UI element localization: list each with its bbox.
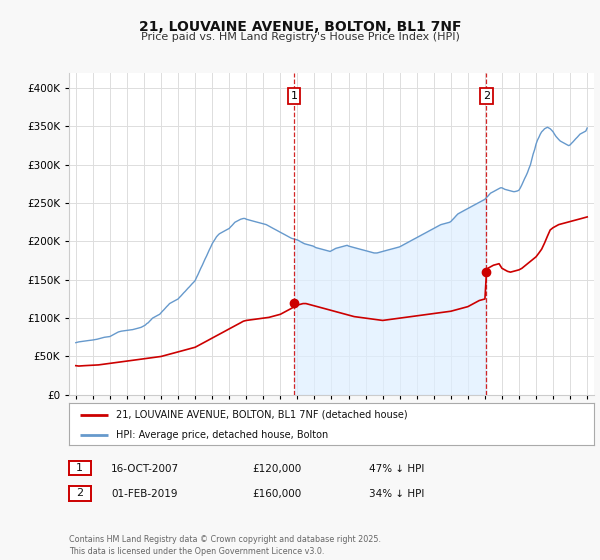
Text: £120,000: £120,000 <box>252 464 301 474</box>
Text: 1: 1 <box>76 463 83 473</box>
Text: 34% ↓ HPI: 34% ↓ HPI <box>369 489 424 499</box>
Text: Price paid vs. HM Land Registry's House Price Index (HPI): Price paid vs. HM Land Registry's House … <box>140 32 460 42</box>
Text: £160,000: £160,000 <box>252 489 301 499</box>
Text: 16-OCT-2007: 16-OCT-2007 <box>111 464 179 474</box>
Text: 1: 1 <box>290 91 298 101</box>
Text: Contains HM Land Registry data © Crown copyright and database right 2025.
This d: Contains HM Land Registry data © Crown c… <box>69 535 381 556</box>
Text: HPI: Average price, detached house, Bolton: HPI: Average price, detached house, Bolt… <box>116 430 329 440</box>
Text: 21, LOUVAINE AVENUE, BOLTON, BL1 7NF (detached house): 21, LOUVAINE AVENUE, BOLTON, BL1 7NF (de… <box>116 410 408 420</box>
Text: 21, LOUVAINE AVENUE, BOLTON, BL1 7NF: 21, LOUVAINE AVENUE, BOLTON, BL1 7NF <box>139 20 461 34</box>
Text: 01-FEB-2019: 01-FEB-2019 <box>111 489 178 499</box>
Text: 47% ↓ HPI: 47% ↓ HPI <box>369 464 424 474</box>
Text: 2: 2 <box>483 91 490 101</box>
Text: 2: 2 <box>76 488 83 498</box>
